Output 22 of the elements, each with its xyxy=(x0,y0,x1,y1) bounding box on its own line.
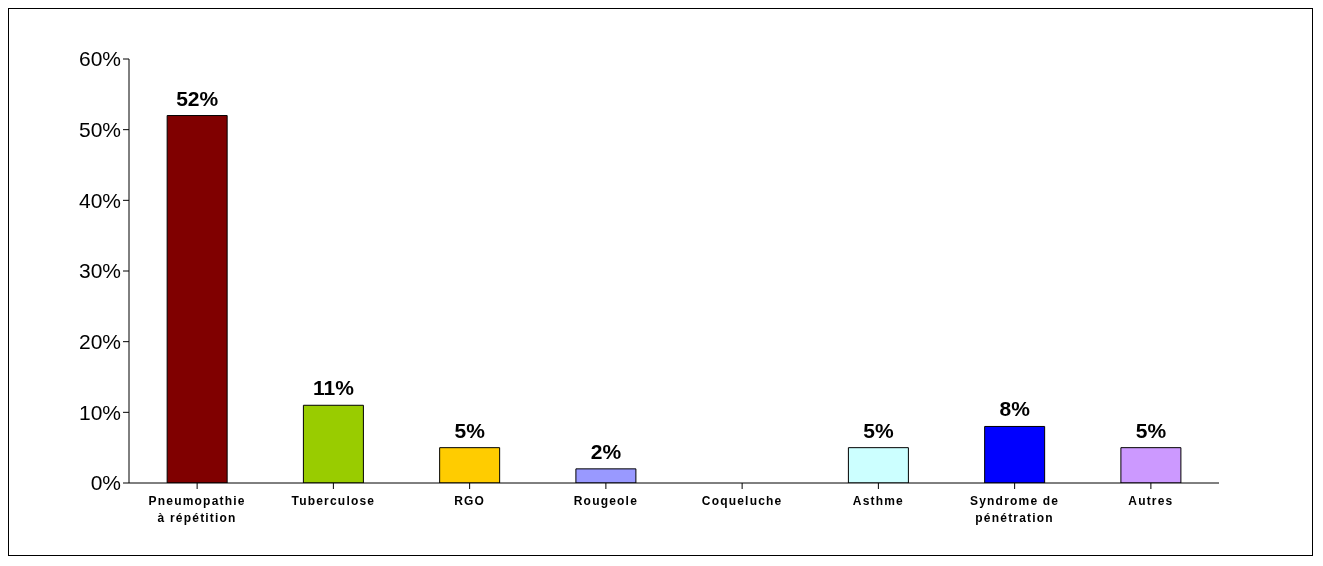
y-tick-label: 30% xyxy=(78,259,121,283)
data-label: 5% xyxy=(863,418,894,442)
data-label: 11% xyxy=(312,376,355,400)
x-tick-label: Asthme xyxy=(852,494,904,508)
data-label: 5% xyxy=(454,418,486,442)
y-tick-label: 20% xyxy=(78,330,121,354)
x-tick-label: RGO xyxy=(454,494,486,508)
y-tick-label: 60% xyxy=(78,47,121,71)
x-tick-label: Pneumopathie à répétition xyxy=(148,494,246,525)
data-label: 52% xyxy=(176,86,219,110)
data-label: 8% xyxy=(999,397,1031,421)
y-tick-label: 50% xyxy=(78,118,121,142)
x-tick-label: Tuberculose xyxy=(291,494,376,508)
y-tick-label: 40% xyxy=(78,188,121,212)
x-tick-label: Coqueluche xyxy=(701,494,783,508)
x-tick-label: Syndrome de pénétration xyxy=(970,494,1060,525)
x-tick-label: Autres xyxy=(1128,494,1174,508)
data-label: 5% xyxy=(1135,418,1167,442)
data-label: 2% xyxy=(590,439,622,463)
y-tick-label: 10% xyxy=(78,400,121,424)
x-tick-label: Rougeole xyxy=(573,494,639,508)
y-tick-label: 0% xyxy=(90,471,121,495)
